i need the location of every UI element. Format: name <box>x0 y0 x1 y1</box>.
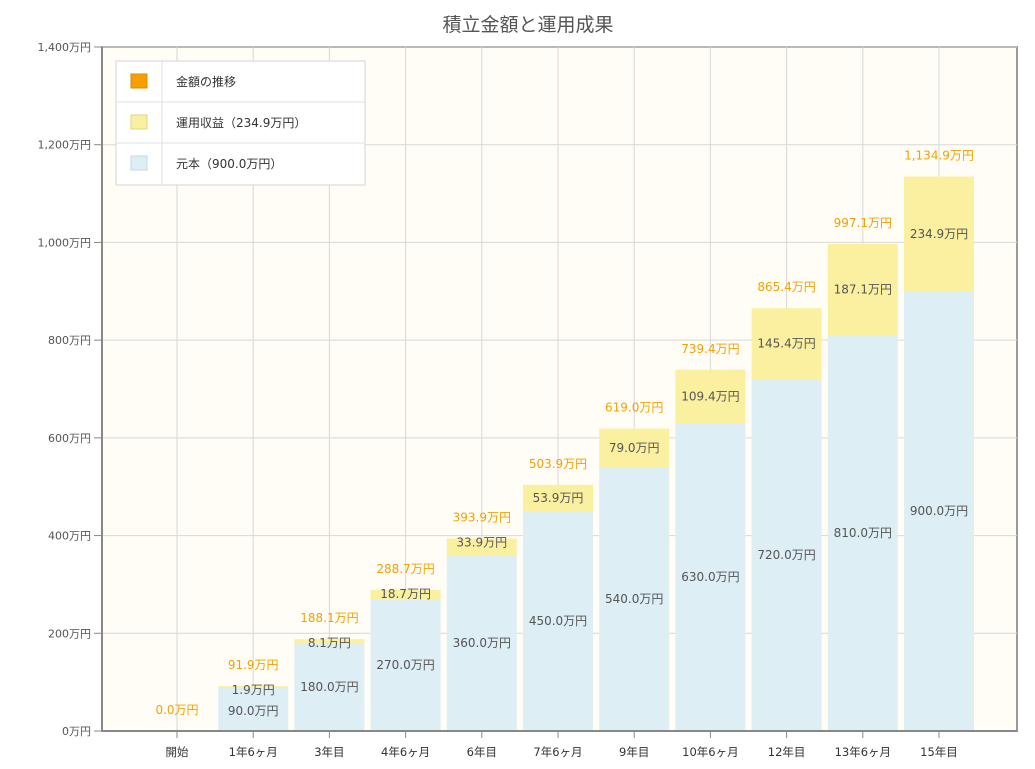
legend: 金額の推移 運用収益（234.9万円） 元本（900.0万円） <box>115 60 366 186</box>
x-tick-label: 6年目 <box>467 745 497 759</box>
total-label: 91.9万円 <box>228 658 279 672</box>
y-tick-label: 400万円 <box>48 530 91 543</box>
y-tick-label: 1,400万円 <box>38 41 92 54</box>
total-label: 739.4万円 <box>681 342 739 356</box>
data-labels: 0.0万円 91.9万円 1.9万円 90.0万円 188.1万円 8.1万円 180.0万… <box>155 149 973 719</box>
bars <box>218 176 974 731</box>
principal-label: 630.0万円 <box>681 570 739 584</box>
bar-profit <box>370 589 441 600</box>
bar-profit <box>294 639 365 644</box>
bar-principal <box>446 555 517 731</box>
legend-swatch-profit <box>130 114 148 130</box>
principal-label: 450.0万円 <box>529 614 587 628</box>
bar-principal <box>218 687 289 731</box>
bar-principal <box>523 511 593 731</box>
y-tick-label: 0万円 <box>62 725 91 738</box>
bar-principal <box>751 379 822 731</box>
x-tick-label: 3年目 <box>314 745 344 759</box>
bar-profit <box>218 686 289 688</box>
bar-profit <box>599 428 670 468</box>
axes: 0万円 200万円 400万円 600万円 800万円 1,000万円 1,200万円 1,4… <box>38 41 1017 759</box>
bar-principal <box>675 423 746 731</box>
profit-label: 145.4万円 <box>757 337 815 351</box>
total-label: 288.7万円 <box>376 562 434 576</box>
legend-label-profit: 運用収益（234.9万円） <box>176 116 306 130</box>
bar-principal <box>599 467 670 731</box>
principal-label: 720.0万円 <box>757 548 815 562</box>
profit-label: 33.9万円 <box>456 536 507 550</box>
x-tick-label: 開始 <box>166 745 189 759</box>
bar-principal <box>904 291 974 731</box>
y-tick-label: 1,200万円 <box>38 139 92 152</box>
profit-label: 187.1万円 <box>834 283 892 297</box>
profit-label: 53.9万円 <box>533 491 584 505</box>
bar-principal <box>827 335 898 731</box>
principal-label: 270.0万円 <box>376 658 434 672</box>
bar-profit <box>751 308 822 380</box>
profit-label: 1.9万円 <box>232 683 275 697</box>
bar-profit <box>675 369 746 424</box>
bar-principal <box>370 599 441 731</box>
total-label: 0.0万円 <box>155 703 198 717</box>
x-tick-label: 1年6ヶ月 <box>229 745 278 759</box>
x-tick-label: 15年目 <box>920 745 958 759</box>
chart-title: 積立金額と運用成果 <box>442 14 613 36</box>
bar-profit <box>446 538 517 556</box>
principal-label: 180.0万円 <box>300 680 358 694</box>
x-tick-label: 9年目 <box>619 745 649 759</box>
bar-principal <box>294 643 365 731</box>
bar-profit <box>523 484 593 512</box>
legend-swatch-total <box>130 73 148 89</box>
total-label: 865.4万円 <box>757 280 815 294</box>
legend-label-principal: 元本（900.0万円） <box>176 157 282 171</box>
x-tick-label: 7年6ヶ月 <box>533 745 582 759</box>
principal-label: 90.0万円 <box>228 704 279 718</box>
x-tick-label: 10年6ヶ月 <box>682 745 738 759</box>
y-tick-label: 600万円 <box>48 432 91 445</box>
legend-box <box>115 60 366 186</box>
principal-label: 360.0万円 <box>453 636 511 650</box>
y-tick-label: 1,000万円 <box>38 236 92 249</box>
legend-swatch-principal <box>130 155 148 171</box>
total-label: 188.1万円 <box>300 611 358 625</box>
principal-label: 540.0万円 <box>605 592 663 606</box>
total-label: 503.9万円 <box>529 457 587 471</box>
x-tick-label: 4年6ヶ月 <box>381 745 430 759</box>
principal-label: 810.0万円 <box>834 526 892 540</box>
x-tick-label: 13年6ヶ月 <box>835 745 891 759</box>
y-tick-label: 800万円 <box>48 334 91 347</box>
profit-label: 79.0万円 <box>609 441 660 455</box>
y-tick-label: 200万円 <box>48 627 91 640</box>
total-label: 1,134.9万円 <box>904 149 974 163</box>
legend-label-total: 金額の推移 <box>176 74 236 89</box>
profit-label: 234.9万円 <box>910 227 968 241</box>
bar-profit <box>827 243 898 336</box>
total-label: 997.1万円 <box>834 216 892 230</box>
principal-label: 900.0万円 <box>910 504 968 518</box>
profit-label: 109.4万円 <box>681 389 739 403</box>
profit-label: 8.1万円 <box>308 636 351 650</box>
bar-profit <box>904 176 974 292</box>
profit-label: 18.7万円 <box>380 587 431 601</box>
total-label: 619.0万円 <box>605 401 663 415</box>
x-tick-label: 12年目 <box>768 745 806 759</box>
total-label: 393.9万円 <box>453 511 511 525</box>
